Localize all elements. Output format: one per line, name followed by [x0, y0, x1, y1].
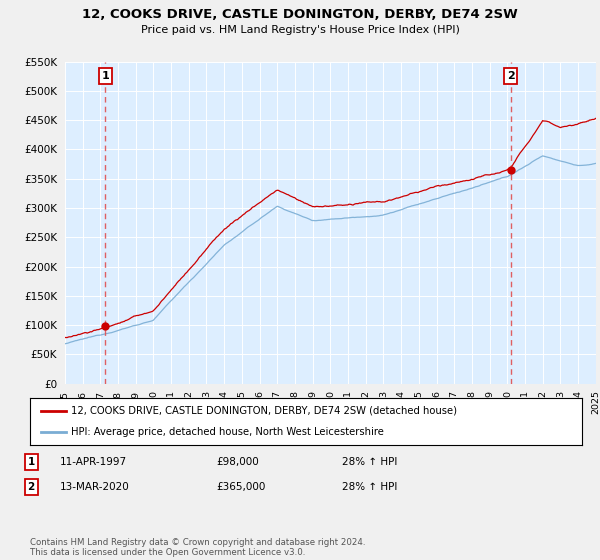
Text: £98,000: £98,000	[216, 457, 259, 467]
Text: 11-APR-1997: 11-APR-1997	[60, 457, 127, 467]
Text: Contains HM Land Registry data © Crown copyright and database right 2024.
This d: Contains HM Land Registry data © Crown c…	[30, 538, 365, 557]
Text: 13-MAR-2020: 13-MAR-2020	[60, 482, 130, 492]
Text: 12, COOKS DRIVE, CASTLE DONINGTON, DERBY, DE74 2SW (detached house): 12, COOKS DRIVE, CASTLE DONINGTON, DERBY…	[71, 406, 457, 416]
Text: 2: 2	[28, 482, 35, 492]
Text: 28% ↑ HPI: 28% ↑ HPI	[342, 482, 397, 492]
Text: £365,000: £365,000	[216, 482, 265, 492]
Text: 1: 1	[28, 457, 35, 467]
Text: 2: 2	[507, 71, 515, 81]
Text: 28% ↑ HPI: 28% ↑ HPI	[342, 457, 397, 467]
Text: Price paid vs. HM Land Registry's House Price Index (HPI): Price paid vs. HM Land Registry's House …	[140, 25, 460, 35]
Text: 12, COOKS DRIVE, CASTLE DONINGTON, DERBY, DE74 2SW: 12, COOKS DRIVE, CASTLE DONINGTON, DERBY…	[82, 8, 518, 21]
Text: HPI: Average price, detached house, North West Leicestershire: HPI: Average price, detached house, Nort…	[71, 427, 384, 437]
Text: 1: 1	[101, 71, 109, 81]
